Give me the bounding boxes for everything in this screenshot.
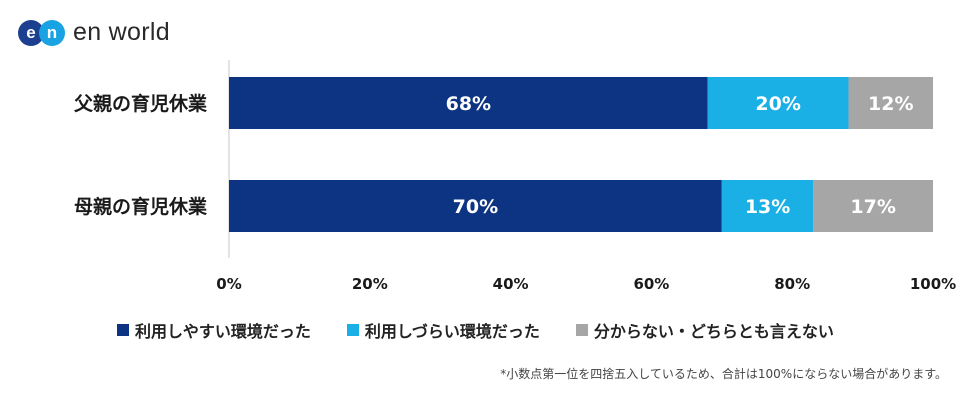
category-label: 母親の育児休業 (74, 195, 208, 218)
legend-swatch-hard (346, 324, 359, 336)
legend-label-hard: 利用しづらい環境だった (364, 322, 540, 341)
x-tick-label: 80% (774, 275, 810, 293)
data-label: 68% (446, 93, 491, 115)
data-label: 12% (868, 93, 913, 115)
bar-segment (848, 77, 933, 129)
logo-text: en world (73, 18, 170, 46)
legend-swatch-easy (117, 324, 129, 336)
data-label: 13% (745, 196, 790, 218)
data-label: 20% (755, 93, 800, 115)
category-label: 父親の育児休業 (73, 92, 208, 115)
x-tick-label: 100% (910, 275, 956, 293)
legend-item-unknown: 分からない・どちらとも言えない (575, 318, 834, 342)
bar-segment (721, 180, 814, 232)
x-tick-label: 40% (493, 275, 529, 293)
legend-item-easy: 利用しやすい環境だった (117, 318, 311, 342)
legend-swatch-unknown (575, 324, 588, 336)
legend-item-hard: 利用しづらい環境だった (346, 318, 540, 342)
x-tick-label: 0% (216, 275, 241, 293)
bar-segment (707, 77, 849, 129)
x-tick-label: 60% (633, 275, 669, 293)
logo: e n en world (18, 18, 170, 47)
data-label: 70% (453, 196, 498, 218)
bar-segment (229, 180, 722, 232)
footnote: *小数点第一位を四捨五入しているため、合計は100%にならない場合があります。 (500, 367, 947, 381)
bar-segment (229, 77, 708, 129)
bar-segment (813, 180, 933, 232)
legend-label-easy: 利用しやすい環境だった (135, 322, 311, 341)
logo-mark: e n (18, 19, 65, 46)
logo-mark-n: n (39, 19, 65, 46)
x-tick-label: 20% (352, 275, 388, 293)
legend: 利用しやすい環境だった 利用しづらい環境だった 分からない・どちらとも言えない (117, 318, 834, 342)
data-label: 17% (850, 196, 895, 218)
legend-label-unknown: 分からない・どちらとも言えない (593, 322, 834, 341)
